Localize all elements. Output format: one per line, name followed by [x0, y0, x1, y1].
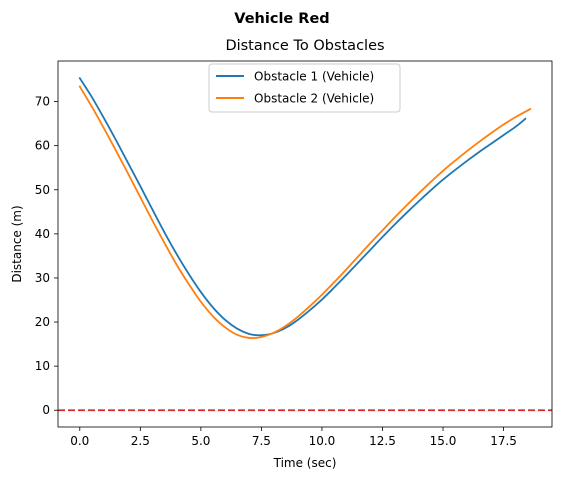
legend-entry-2: Obstacle 2 (Vehicle) — [254, 92, 374, 106]
x-tick-label: 5.0 — [191, 434, 210, 448]
x-tick-label: 15.0 — [430, 434, 457, 448]
y-tick-label: 40 — [35, 227, 50, 241]
series-line-obstacle-2 — [78, 85, 532, 340]
plot-area — [57, 60, 553, 428]
legend-entry-1: Obstacle 1 (Vehicle) — [254, 70, 374, 84]
y-tick-label: 10 — [35, 359, 50, 373]
plot-border — [57, 60, 553, 428]
y-axis-label: Distance (m) — [10, 205, 24, 282]
chart-title: Distance To Obstacles — [225, 38, 384, 54]
chart-suptitle: Vehicle Red — [234, 11, 329, 27]
x-tick-label: 7.5 — [252, 434, 271, 448]
x-axis-label: Time (sec) — [273, 456, 337, 470]
y-tick-label: 70 — [35, 95, 50, 109]
x-axis-ticks: 0.0 2.5 5.0 7.5 10.0 12.5 15.0 17.5 — [70, 427, 517, 448]
legend: Obstacle 1 (Vehicle) Obstacle 2 (Vehicle… — [208, 63, 401, 113]
y-tick-label: 30 — [35, 271, 50, 285]
x-tick-label: 10.0 — [309, 434, 336, 448]
x-tick-label: 2.5 — [131, 434, 150, 448]
y-tick-label: 0 — [42, 403, 50, 417]
plot-frame — [58, 61, 552, 427]
x-tick-label: 12.5 — [369, 434, 396, 448]
y-tick-label: 20 — [35, 315, 50, 329]
y-axis-ticks: 0 10 20 30 40 50 60 70 — [35, 95, 58, 417]
series-line-obstacle-1 — [78, 76, 527, 337]
series-layer — [78, 76, 532, 340]
legend-frame — [208, 63, 401, 113]
y-tick-label: 50 — [35, 183, 50, 197]
y-tick-label: 60 — [35, 139, 50, 153]
x-tick-label: 17.5 — [490, 434, 517, 448]
x-tick-label: 0.0 — [70, 434, 89, 448]
